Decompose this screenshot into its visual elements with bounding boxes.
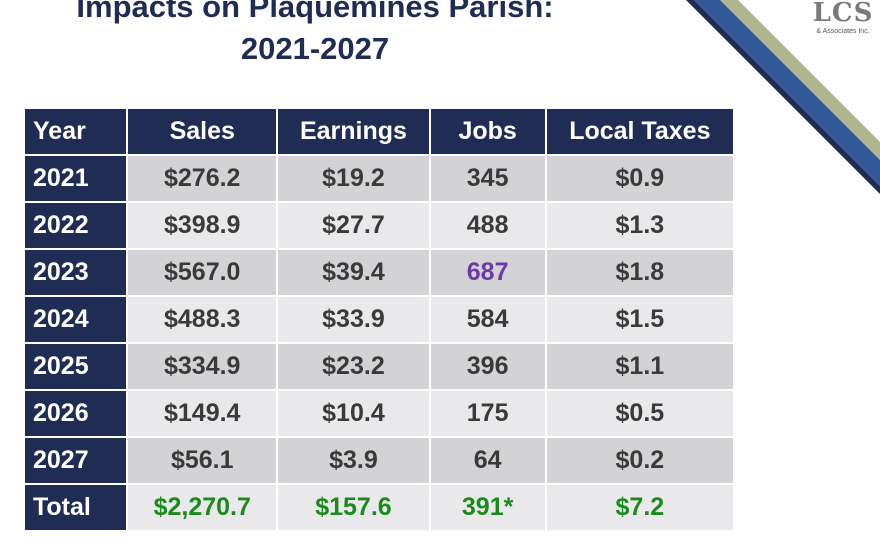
table-row: 2021 $276.2 $19.2 345 $0.9 <box>25 156 733 201</box>
total-jobs-cell: 391* <box>430 485 545 530</box>
sales-cell: $276.2 <box>128 156 277 201</box>
company-logo: LCS & Associates Inc. <box>806 0 880 42</box>
impacts-table: Year Sales Earnings Jobs Local Taxes 202… <box>23 107 735 532</box>
year-cell: 2025 <box>25 344 127 389</box>
navy-stripe <box>686 0 880 194</box>
table-header-row: Year Sales Earnings Jobs Local Taxes <box>25 109 733 154</box>
total-label: Total <box>25 485 127 530</box>
table-row: 2022 $398.9 $27.7 488 $1.3 <box>25 203 733 248</box>
jobs-cell: 488 <box>430 203 545 248</box>
total-sales-cell: $2,270.7 <box>128 485 277 530</box>
sales-cell: $488.3 <box>128 297 277 342</box>
table-row: 2025 $334.9 $23.2 396 $1.1 <box>25 344 733 389</box>
header-jobs: Jobs <box>430 109 545 154</box>
earnings-cell: $10.4 <box>278 391 429 436</box>
sales-cell: $398.9 <box>128 203 277 248</box>
logo-subtitle: & Associates Inc. <box>816 28 870 35</box>
table-row: 2026 $149.4 $10.4 175 $0.5 <box>25 391 733 436</box>
earnings-cell: $39.4 <box>278 250 429 295</box>
header-sales: Sales <box>128 109 277 154</box>
year-cell: 2022 <box>25 203 127 248</box>
corner-stripes-decoration <box>686 0 880 194</box>
page-title: Impacts on Plaquemines Parish: 2021-2027 <box>30 0 600 70</box>
jobs-cell: 175 <box>430 391 545 436</box>
sales-cell: $567.0 <box>128 250 277 295</box>
title-line-2: 2021-2027 <box>240 31 390 66</box>
header-year: Year <box>25 109 127 154</box>
earnings-cell: $27.7 <box>278 203 429 248</box>
earnings-cell: $19.2 <box>278 156 429 201</box>
table-row: 2027 $56.1 $3.9 64 $0.2 <box>25 438 733 483</box>
table-row: 2024 $488.3 $33.9 584 $1.5 <box>25 297 733 342</box>
year-cell: 2026 <box>25 391 127 436</box>
taxes-cell: $1.1 <box>546 344 733 389</box>
logo-mark: LCS <box>812 0 874 28</box>
taxes-cell: $1.8 <box>546 250 733 295</box>
sales-cell: $334.9 <box>128 344 277 389</box>
earnings-cell: $3.9 <box>278 438 429 483</box>
total-row: Total $2,270.7 $157.6 391* $7.2 <box>25 485 733 530</box>
jobs-cell: 396 <box>430 344 545 389</box>
taxes-cell: $0.5 <box>546 391 733 436</box>
taxes-cell: $0.9 <box>546 156 733 201</box>
total-taxes-cell: $7.2 <box>546 485 733 530</box>
table-row: 2023 $567.0 $39.4 687 $1.8 <box>25 250 733 295</box>
title-line-1: Impacts on Plaquemines Parish: <box>76 0 554 24</box>
sales-cell: $149.4 <box>128 391 277 436</box>
taxes-cell: $1.5 <box>546 297 733 342</box>
jobs-cell-peak: 687 <box>430 250 545 295</box>
total-earnings-cell: $157.6 <box>278 485 429 530</box>
jobs-cell: 64 <box>430 438 545 483</box>
header-local-taxes: Local Taxes <box>546 109 733 154</box>
earnings-cell: $33.9 <box>278 297 429 342</box>
taxes-cell: $0.2 <box>546 438 733 483</box>
year-cell: 2027 <box>25 438 127 483</box>
earnings-cell: $23.2 <box>278 344 429 389</box>
year-cell: 2023 <box>25 250 127 295</box>
jobs-cell: 345 <box>430 156 545 201</box>
year-cell: 2024 <box>25 297 127 342</box>
taxes-cell: $1.3 <box>546 203 733 248</box>
jobs-cell: 584 <box>430 297 545 342</box>
year-cell: 2021 <box>25 156 127 201</box>
sales-cell: $56.1 <box>128 438 277 483</box>
header-earnings: Earnings <box>278 109 429 154</box>
